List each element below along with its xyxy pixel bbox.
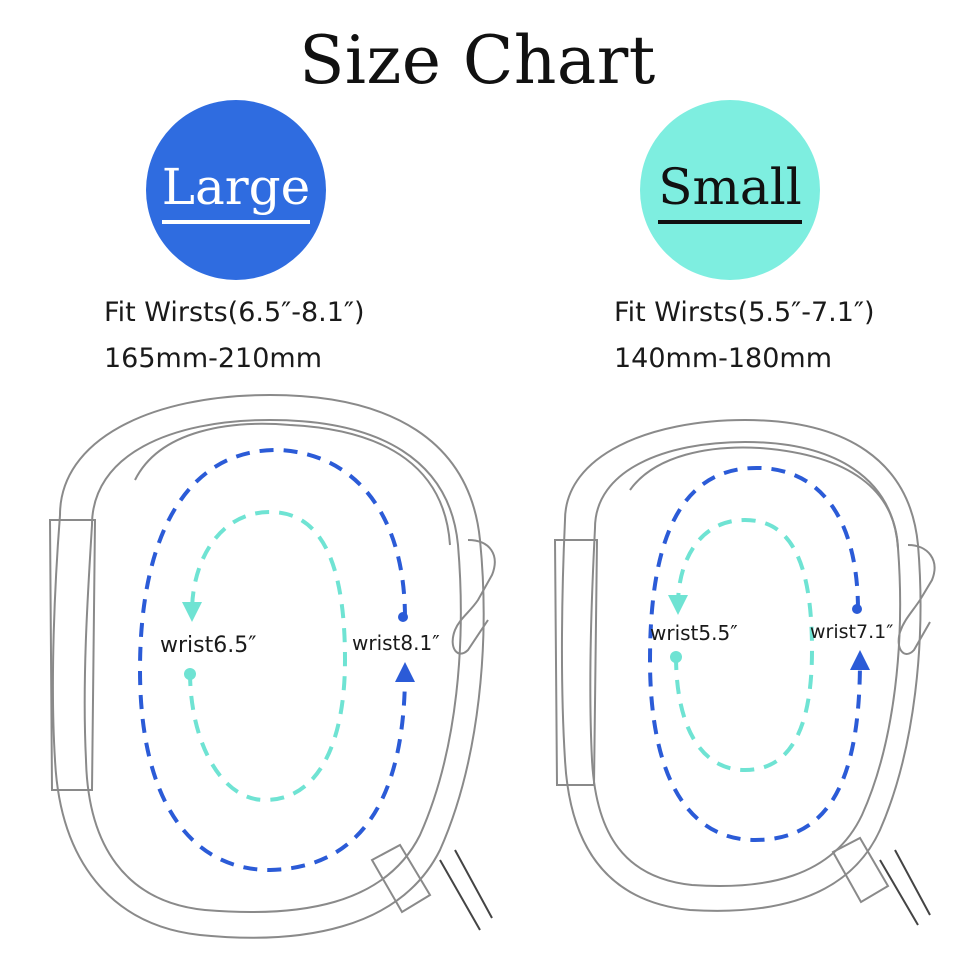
large-band-inner-outline — [83, 418, 462, 914]
large-band-edge-line — [134, 422, 451, 546]
large-size-badge: Large — [146, 100, 326, 280]
small-band-loop — [831, 836, 890, 904]
small-mm-range-text: 140mm-180mm — [614, 343, 833, 374]
small-band-strap-tail — [879, 849, 931, 926]
small-outer-wrist-label: wrist7.1″ — [810, 621, 893, 643]
page-title: Size Chart — [299, 22, 656, 99]
large-band-strap-tail — [439, 849, 493, 931]
small-band-drawing — [553, 418, 936, 926]
small-band-clasp — [897, 544, 936, 655]
small-size-info: Fit Wirsts(5.5″-7.1″) 140mm-180mm — [614, 290, 875, 382]
large-outer-wrist-loop — [137, 447, 415, 873]
large-inner-wrist-loop — [182, 509, 348, 803]
large-band-clasp — [451, 539, 496, 655]
large-band-loop — [370, 843, 432, 914]
large-size-info: Fit Wirsts(6.5″-8.1″) 165mm-210mm — [104, 290, 365, 382]
large-outer-loop-start-dot — [398, 612, 408, 622]
small-inner-wrist-loop — [668, 517, 815, 773]
small-outer-wrist-loop — [647, 465, 870, 843]
large-fit-wrists-text: Fit Wirsts(6.5″-8.1″) — [104, 297, 365, 328]
small-size-badge: Small — [640, 100, 820, 280]
small-band-outer-outline — [560, 418, 922, 912]
small-outer-loop-start-dot — [852, 604, 862, 614]
small-band-tracker-body — [553, 539, 599, 786]
large-band-drawing — [48, 393, 496, 939]
large-size-label: Large — [161, 162, 311, 224]
large-outer-wrist-label: wrist8.1″ — [352, 631, 440, 655]
large-inner-loop-start-dot — [184, 668, 196, 680]
large-inner-wrist-label: wrist6.5″ — [160, 633, 256, 658]
small-band-edge-line — [629, 446, 899, 549]
small-band-inner-outline — [589, 440, 902, 888]
small-inner-wrist-label: wrist5.5″ — [650, 621, 738, 645]
small-fit-wrists-text: Fit Wirsts(5.5″-7.1″) — [614, 297, 875, 328]
small-inner-loop-start-dot — [670, 651, 682, 663]
large-band-outer-outline — [51, 393, 485, 939]
small-size-label: Small — [658, 162, 802, 224]
large-mm-range-text: 165mm-210mm — [104, 343, 323, 374]
large-band-tracker-body — [48, 519, 97, 791]
